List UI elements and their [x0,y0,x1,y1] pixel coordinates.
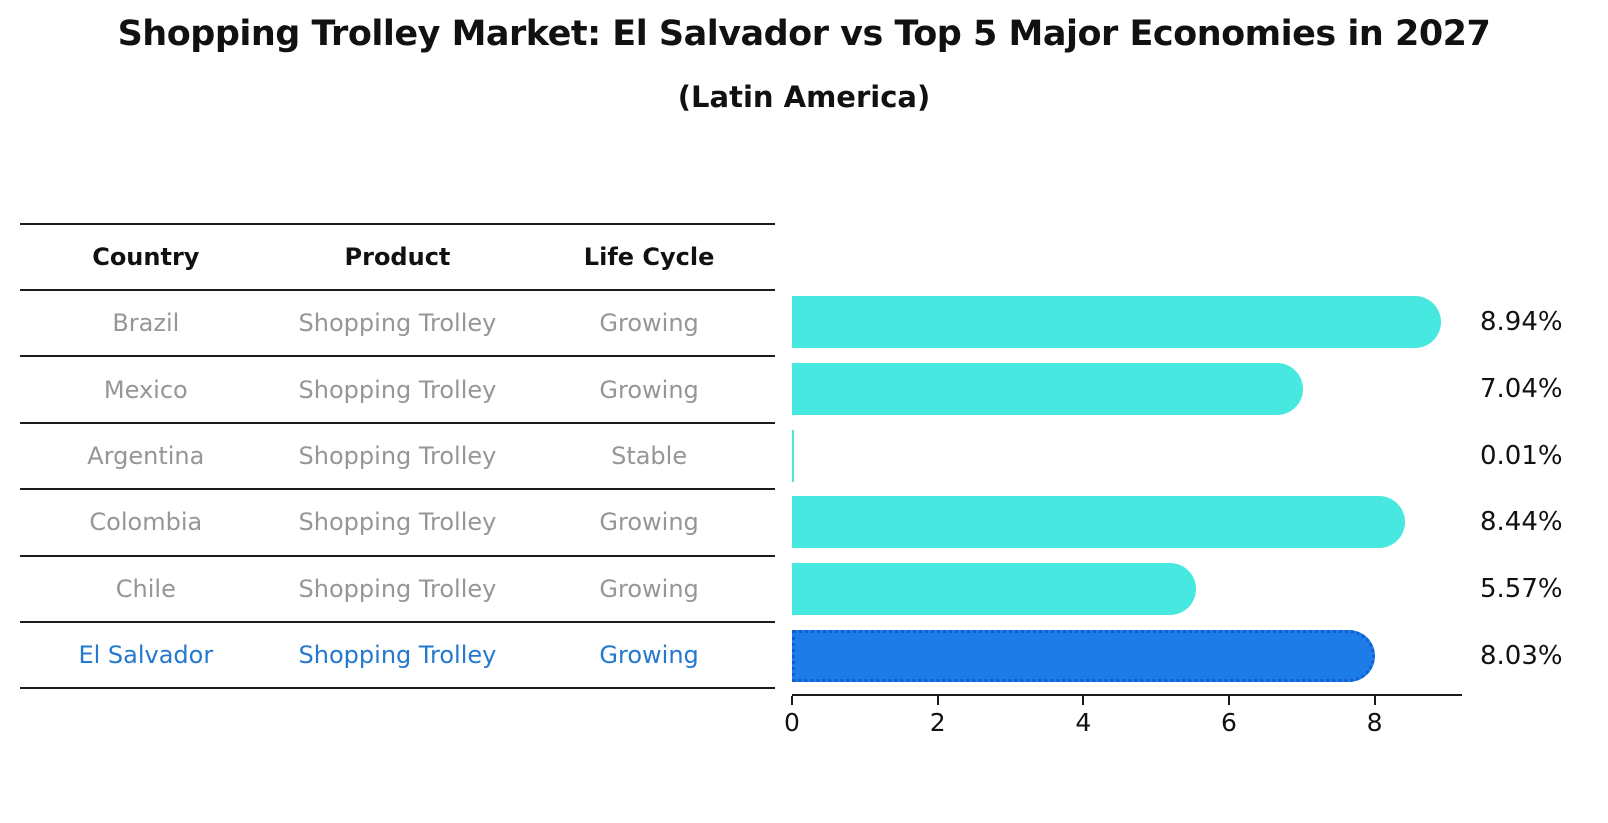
x-axis-tick-label: 0 [784,708,800,737]
x-axis: 0 2 4 6 8 [784,694,1462,737]
country-cell: Argentina [87,441,205,470]
header-country: Country [92,243,200,271]
header-lifecycle: Life Cycle [583,243,715,271]
product-cell: Shopping Trolley [298,309,497,338]
page-title: Shopping Trolley Market: El Salvador vs … [117,14,1491,54]
bar-chile [792,563,1197,616]
page-subtitle: (Latin America) [677,80,931,114]
bar-slot [792,356,1460,423]
bar-value-label: 0.01% [1480,440,1563,471]
country-cell: Mexico [103,375,188,404]
bar-chart [792,289,1460,689]
product-cell: Shopping Trolley [298,508,497,537]
table-header: Country Product Life Cycle [20,225,775,291]
value-label-slot: 8.94% [1480,289,1606,356]
value-label-slot: 0.01% [1480,422,1606,489]
bar-value-label: 7.04% [1480,374,1563,404]
value-label-slot: 8.03% [1480,622,1606,689]
x-axis-tick-label: 8 [1366,708,1383,737]
x-axis-tick [1373,696,1376,705]
lifecycle-cell: Growing [599,641,699,670]
bar-slot [792,556,1460,623]
value-label-slot: 8.44% [1480,489,1606,556]
bar-el-salvador [792,629,1376,682]
bar-value-label: 8.94% [1480,307,1563,338]
product-cell: Shopping Trolley [298,441,497,470]
country-cell: Brazil [112,309,180,338]
x-axis-tick-label: 6 [1221,708,1237,737]
bar-argentina [792,429,794,482]
bar-slot [792,422,1460,489]
x-axis-tick [936,696,939,705]
x-axis-tick [1082,696,1085,705]
data-table: Country Product Life Cycle Brazil Shoppin… [20,223,775,690]
bar-slot [792,622,1460,689]
bar-brazil [792,296,1442,349]
table-row: Argentina Shopping Trolley Stable [20,424,775,491]
table-row: Colombia Shopping Trolley Growing [20,490,775,557]
bar-slot [792,489,1460,556]
country-cell: Chile [115,574,176,603]
country-cell: Colombia [89,508,203,537]
table-row: El Salvador Shopping Trolley Growing [20,623,775,690]
x-axis-tick-label: 4 [1075,708,1092,737]
bar-value-label: 8.44% [1480,507,1563,538]
product-cell: Shopping Trolley [298,641,497,670]
lifecycle-cell: Growing [599,574,699,603]
lifecycle-cell: Growing [599,375,699,404]
value-label-slot: 5.57% [1480,556,1606,623]
bar-value-label: 5.57% [1480,574,1563,605]
bar-value-label: 8.03% [1480,640,1563,671]
table-row: Brazil Shopping Trolley Growing [20,291,775,358]
table-row: Chile Shopping Trolley Growing [20,557,775,623]
value-labels: 8.94% 7.04% 0.01% 8.44% 5.57% 8.03% [1480,289,1606,689]
lifecycle-cell: Growing [599,309,699,338]
x-axis-tick [1227,696,1230,705]
product-cell: Shopping Trolley [298,375,497,404]
table-body: Brazil Shopping Trolley Growing Mexico Shopp… [20,291,775,690]
country-cell: El Salvador [78,641,214,670]
bar-slot [792,289,1460,356]
product-cell: Shopping Trolley [298,574,497,603]
value-label-slot: 7.04% [1480,356,1606,423]
x-axis-line [792,694,1462,696]
table-row: Mexico Shopping Trolley Growing [20,357,775,424]
x-axis-tick-label: 2 [929,708,946,737]
lifecycle-cell: Growing [599,508,699,537]
lifecycle-cell: Stable [611,441,688,470]
x-axis-tick [791,696,793,705]
header-product: Product [344,243,451,271]
bar-mexico [792,363,1304,415]
bar-colombia [792,496,1405,549]
